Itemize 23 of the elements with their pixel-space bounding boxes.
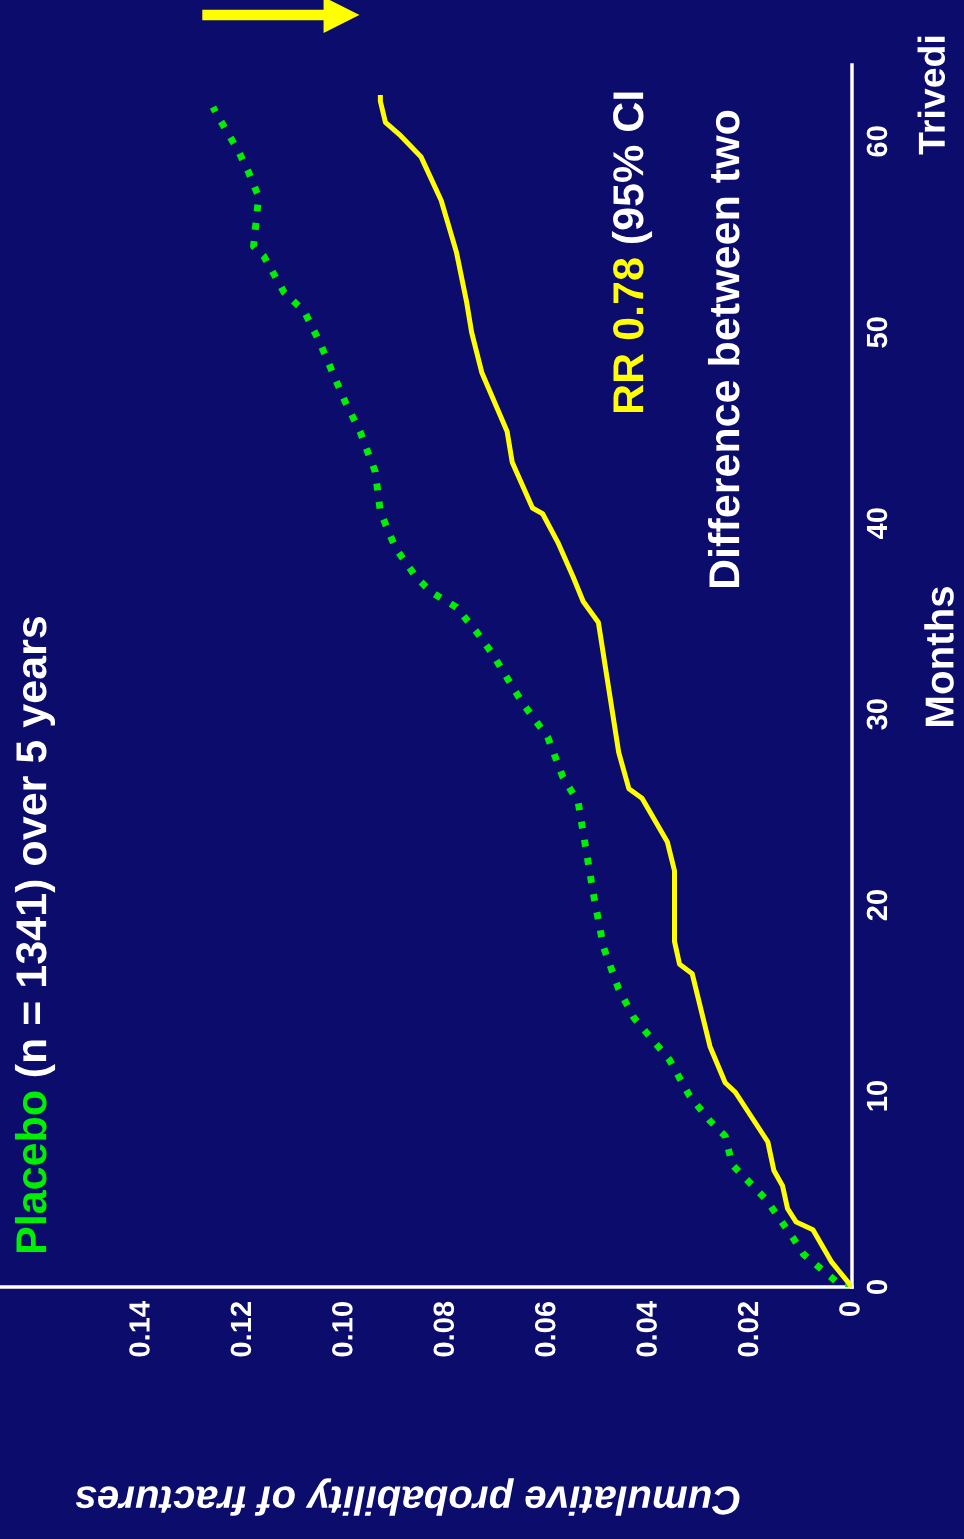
text: Placebo: [14, 1091, 47, 1253]
y-axis-title: Months: [924, 587, 954, 726]
text: (n = 1341) over 5 years: [14, 617, 56, 1077]
annotation: Difference between two: [707, 110, 740, 588]
y-tick-label: 50: [866, 317, 888, 348]
y-tick-label: 30: [866, 699, 888, 730]
x-tick-label: 0.10: [332, 1302, 353, 1357]
annotation: (95% CI: [611, 92, 653, 244]
x-tick-label: 0.08: [433, 1301, 455, 1357]
x-tick-label: 0.14: [129, 1301, 150, 1357]
y-tick-label: 20: [866, 890, 888, 921]
x-axis-title: Cumulative probability of fractures: [75, 1478, 740, 1516]
x-tick-label: 0.04: [636, 1301, 657, 1357]
y-tick-label: 0: [866, 1280, 888, 1294]
y-tick-label: 40: [866, 508, 888, 540]
x-tick-label: 0.06: [534, 1301, 556, 1357]
x-tick-label: 0: [839, 1302, 860, 1316]
x-tick-label: 0.02: [737, 1302, 759, 1357]
annotation: RR 0.78: [613, 258, 644, 413]
x-tick-label: 0.12: [230, 1302, 252, 1357]
y-tick-label: 60: [866, 126, 888, 157]
text: Trivedi: [917, 36, 946, 155]
y-tick-label: 10: [866, 1081, 888, 1111]
